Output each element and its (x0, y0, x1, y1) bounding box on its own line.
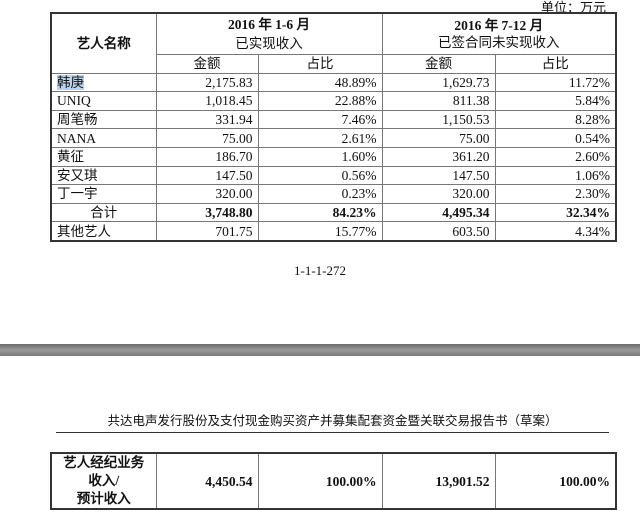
artist-name: 丁一宇 (50, 184, 157, 204)
period1-desc: 已实现收入 (235, 36, 303, 51)
cell-ratio: 0.54% (494, 128, 617, 148)
cell-amount: 13,901.52 (381, 452, 496, 510)
period2-year: 2016 年 7-12 月 (454, 18, 544, 33)
period2-desc: 已签合同未实现收入 (438, 35, 560, 50)
total-row: 合计 3,748.80 84.23% 4,495.34 32.34% (50, 202, 617, 223)
subheader-ratio: 占比 (494, 54, 617, 74)
cell-amount: 2,175.83 (155, 72, 259, 93)
artist-name: 周笔畅 (50, 109, 157, 130)
artist-row: 韩庚 2,175.83 48.89% 1,629.73 11.72% (50, 72, 617, 93)
cell-ratio: 100.00% (257, 452, 383, 510)
cell-amount: 147.50 (381, 165, 496, 186)
cell-amount: 361.20 (381, 146, 496, 167)
cell-amount: 701.75 (155, 221, 259, 242)
cell-amount: 75.00 (381, 128, 496, 148)
header-period2: 2016 年 7-12 月 已签合同未实现收入 (381, 12, 617, 55)
label-line: 收入/ (88, 473, 120, 488)
cell-amount: 1,018.45 (155, 91, 259, 111)
cell-ratio: 7.46% (257, 109, 383, 130)
total-revenue-row: 艺人经纪业务 收入/ 预计收入 4,450.54 100.00% 13,901.… (50, 452, 617, 510)
artist-row: 丁一宇 320.00 0.23% 320.00 2.30% (50, 184, 617, 204)
cell-amount: 811.38 (381, 91, 496, 111)
label-line: 艺人经纪业务 (63, 455, 145, 470)
cell-ratio: 15.77% (257, 221, 383, 242)
artist-name: 黄征 (50, 146, 157, 167)
cell-ratio: 48.89% (257, 72, 383, 93)
cell-amount: 331.94 (155, 109, 259, 130)
period1-year: 2016 年 1-6 月 (227, 17, 311, 32)
subheader-amount: 金额 (155, 54, 259, 74)
artist-name: NANA (50, 128, 157, 148)
cell-amount: 320.00 (381, 184, 496, 204)
page-separator (0, 344, 640, 356)
cell-ratio: 11.72% (494, 72, 617, 93)
cell-ratio: 0.23% (257, 184, 383, 204)
document-header-title: 共达电声发行股份及支付现金购买资产并募集配套资金暨关联交易报告书（草案） (56, 410, 609, 433)
others-row: 其他艺人 701.75 15.77% 603.50 4.34% (50, 221, 617, 242)
header-artist-name: 艺人名称 (50, 12, 157, 74)
total-revenue-label: 艺人经纪业务 收入/ 预计收入 (50, 452, 157, 510)
cell-amount: 186.70 (155, 146, 259, 167)
artist-name: 安又琪 (50, 165, 157, 186)
cell-ratio: 100.00% (494, 452, 617, 510)
total-revenue-table: 艺人经纪业务 收入/ 预计收入 4,450.54 100.00% 13,901.… (50, 452, 617, 510)
cell-amount: 4,495.34 (381, 202, 496, 223)
cell-ratio: 0.56% (257, 165, 383, 186)
others-label: 其他艺人 (50, 221, 157, 242)
cell-amount: 147.50 (155, 165, 259, 186)
artist-name: 韩庚 (50, 72, 157, 93)
artist-row: 安又琪 147.50 0.56% 147.50 1.06% (50, 165, 617, 186)
artist-revenue-table: 艺人名称 2016 年 1-6 月 已实现收入 2016 年 7-12 月 已签… (50, 12, 617, 242)
subheader-ratio: 占比 (257, 54, 383, 74)
cell-ratio: 5.84% (494, 91, 617, 111)
subheader-amount: 金额 (381, 54, 496, 74)
cell-ratio: 2.61% (257, 128, 383, 148)
cell-amount: 1,629.73 (381, 72, 496, 93)
label-line: 预计收入 (76, 491, 131, 506)
cell-amount: 1,150.53 (381, 109, 496, 130)
artist-row: UNIQ 1,018.45 22.88% 811.38 5.84% (50, 91, 617, 111)
cell-amount: 320.00 (155, 184, 259, 204)
cell-ratio: 1.06% (494, 165, 617, 186)
artist-name: UNIQ (50, 91, 157, 111)
cell-amount: 3,748.80 (155, 202, 259, 223)
artist-row: 周笔畅 331.94 7.46% 1,150.53 8.28% (50, 109, 617, 130)
highlighted-text: 韩庚 (57, 74, 84, 90)
cell-ratio: 2.60% (494, 146, 617, 167)
cell-ratio: 4.34% (494, 221, 617, 242)
page-number: 1-1-1-272 (294, 263, 346, 278)
cell-amount: 603.50 (381, 221, 496, 242)
cell-ratio: 32.34% (494, 202, 617, 223)
artist-row: 黄征 186.70 1.60% 361.20 2.60% (50, 146, 617, 167)
header-period1: 2016 年 1-6 月 已实现收入 (155, 12, 383, 55)
cell-ratio: 1.60% (257, 146, 383, 167)
cell-ratio: 2.30% (494, 184, 617, 204)
cell-ratio: 8.28% (494, 109, 617, 130)
artist-row: NANA 75.00 2.61% 75.00 0.54% (50, 128, 617, 148)
cell-amount: 75.00 (155, 128, 259, 148)
cell-ratio: 84.23% (257, 202, 383, 223)
total-label: 合计 (50, 202, 157, 223)
cell-ratio: 22.88% (257, 91, 383, 111)
cell-amount: 4,450.54 (155, 452, 259, 510)
